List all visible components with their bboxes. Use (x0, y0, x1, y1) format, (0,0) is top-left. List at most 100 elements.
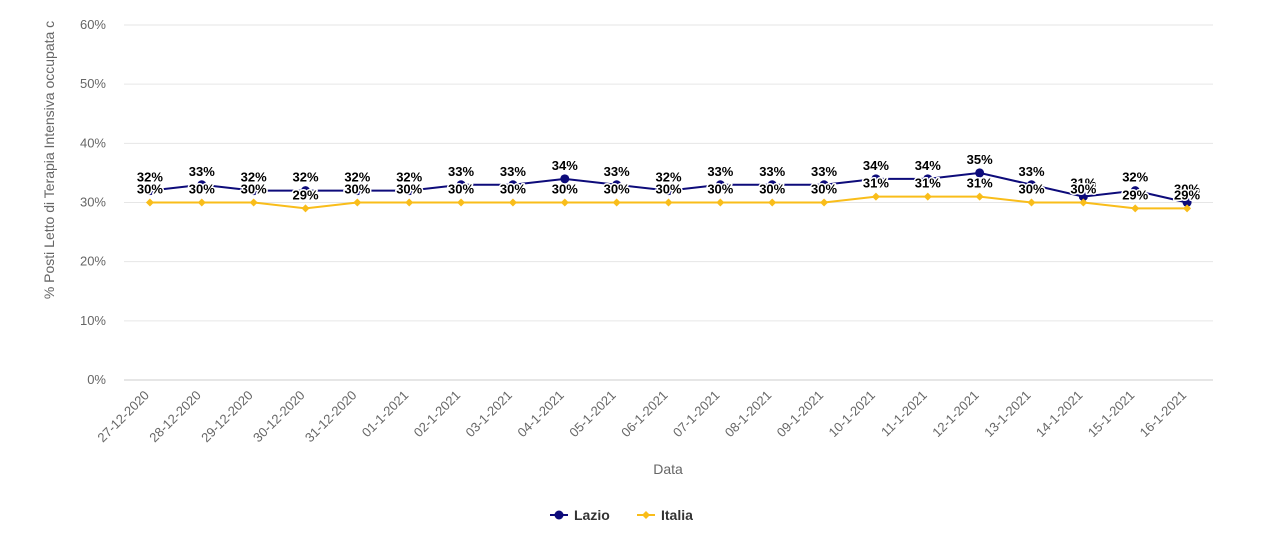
data-point-lazio[interactable] (145, 186, 155, 196)
data-label-italia: 30% (137, 182, 163, 197)
legend-label-lazio[interactable]: Lazio (574, 507, 610, 523)
x-tick-label: 28-12-2020 (146, 388, 204, 446)
data-point-lazio[interactable] (456, 180, 466, 190)
data-label-italia: 30% (500, 182, 526, 197)
data-point-italia[interactable] (457, 198, 466, 207)
data-point-lazio[interactable] (664, 186, 673, 196)
data-point-italia[interactable] (664, 198, 673, 207)
data-point-lazio[interactable] (197, 180, 207, 190)
data-label-lazio: 33% (500, 164, 526, 179)
data-label-italia: 30% (707, 182, 733, 197)
x-tick-label: 04-1-2021 (514, 388, 567, 441)
x-tick-label: 06-1-2021 (618, 388, 671, 441)
data-label-lazio: 33% (604, 164, 630, 179)
data-label-lazio: 32% (344, 170, 370, 185)
data-point-lazio[interactable] (1027, 180, 1036, 190)
data-point-lazio[interactable] (352, 186, 362, 196)
x-tick-label: 10-1-2021 (826, 388, 879, 441)
x-tick-label: 07-1-2021 (670, 388, 723, 441)
data-point-italia[interactable] (353, 198, 362, 207)
x-tick-label: 14-1-2021 (1033, 388, 1086, 441)
y-tick-label: 40% (80, 135, 106, 150)
data-label-italia: 30% (189, 182, 215, 197)
data-point-lazio[interactable] (715, 180, 725, 190)
data-point-lazio[interactable] (1130, 186, 1140, 196)
x-tick-label: 09-1-2021 (774, 388, 827, 441)
y-tick-label: 20% (80, 254, 106, 269)
data-label-italia: 30% (655, 182, 681, 197)
data-point-lazio[interactable] (560, 174, 570, 184)
data-label-italia: 29% (292, 187, 318, 202)
data-point-lazio[interactable] (767, 180, 777, 190)
data-point-italia[interactable] (975, 192, 984, 201)
data-point-italia[interactable] (820, 198, 829, 207)
data-point-italia[interactable] (508, 198, 517, 207)
data-point-italia[interactable] (1079, 198, 1088, 207)
legend-label-italia[interactable]: Italia (661, 507, 693, 523)
y-tick-label: 0% (87, 372, 106, 387)
legend-marker-lazio (554, 510, 564, 520)
data-label-lazio: 32% (241, 170, 267, 185)
data-label-italia: 30% (552, 182, 578, 197)
data-point-italia[interactable] (249, 198, 258, 207)
data-point-italia[interactable] (1131, 204, 1140, 213)
data-label-italia: 30% (396, 182, 422, 197)
x-tick-label: 27-12-2020 (94, 388, 152, 446)
data-point-lazio[interactable] (508, 180, 518, 190)
y-tick-label: 30% (80, 195, 106, 210)
series-group (145, 168, 1192, 213)
data-label-italia: 31% (863, 176, 889, 191)
data-label-lazio: 33% (189, 164, 215, 179)
x-tick-label: 15-1-2021 (1085, 388, 1138, 441)
data-point-italia[interactable] (716, 198, 725, 207)
data-point-italia[interactable] (923, 192, 932, 201)
data-point-italia[interactable] (871, 192, 880, 201)
data-point-lazio[interactable] (612, 180, 622, 190)
data-point-lazio[interactable] (923, 174, 933, 184)
legend[interactable]: Lazio Italia (550, 507, 693, 523)
data-label-lazio: 32% (655, 170, 681, 185)
y-tick-label: 10% (80, 313, 106, 328)
data-point-italia[interactable] (612, 198, 621, 207)
data-label-lazio: 30% (1174, 182, 1200, 197)
data-label-lazio: 34% (915, 158, 941, 173)
data-point-lazio[interactable] (1182, 198, 1192, 207)
x-tick-label: 29-12-2020 (198, 388, 256, 446)
data-label-italia: 30% (344, 182, 370, 197)
data-point-lazio[interactable] (871, 174, 881, 184)
data-point-italia[interactable] (560, 198, 569, 207)
data-label-lazio: 31% (1070, 176, 1096, 191)
y-axis-title: % Posti Letto di Terapia Intensiva occup… (41, 21, 57, 299)
x-tick-label: 02-1-2021 (411, 388, 464, 441)
data-point-lazio[interactable] (975, 168, 985, 178)
data-point-lazio[interactable] (1078, 192, 1088, 202)
data-point-italia[interactable] (145, 198, 154, 207)
data-point-italia[interactable] (301, 204, 310, 213)
data-label-lazio: 34% (552, 158, 578, 173)
data-label-lazio: 33% (811, 164, 837, 179)
data-point-italia[interactable] (197, 198, 206, 207)
data-point-lazio[interactable] (819, 180, 829, 190)
data-label-italia: 31% (967, 176, 993, 191)
x-tick-label: 11-1-2021 (878, 388, 930, 440)
x-tick-label: 13-1-2021 (981, 388, 1034, 441)
data-point-lazio[interactable] (301, 186, 310, 196)
data-label-lazio: 32% (396, 170, 422, 185)
data-point-italia[interactable] (1183, 204, 1192, 213)
data-point-lazio[interactable] (249, 186, 259, 196)
x-axis-ticks: 27-12-202028-12-202029-12-202030-12-2020… (94, 388, 1189, 446)
data-label-lazio: 32% (137, 170, 163, 185)
y-axis-ticks: 0% 10% 20% 30% 40% 50% 60% (80, 17, 106, 387)
data-point-italia[interactable] (768, 198, 777, 207)
data-label-italia: 30% (241, 182, 267, 197)
data-label-lazio: 33% (707, 164, 733, 179)
data-label-italia: 30% (1070, 182, 1096, 197)
data-label-lazio: 33% (448, 164, 474, 179)
data-label-italia: 31% (915, 176, 941, 191)
data-label-italia: 29% (1174, 187, 1200, 202)
x-tick-label: 30-12-2020 (250, 388, 308, 446)
data-point-italia[interactable] (405, 198, 414, 207)
data-point-lazio[interactable] (404, 186, 414, 196)
data-point-italia[interactable] (1027, 198, 1036, 207)
